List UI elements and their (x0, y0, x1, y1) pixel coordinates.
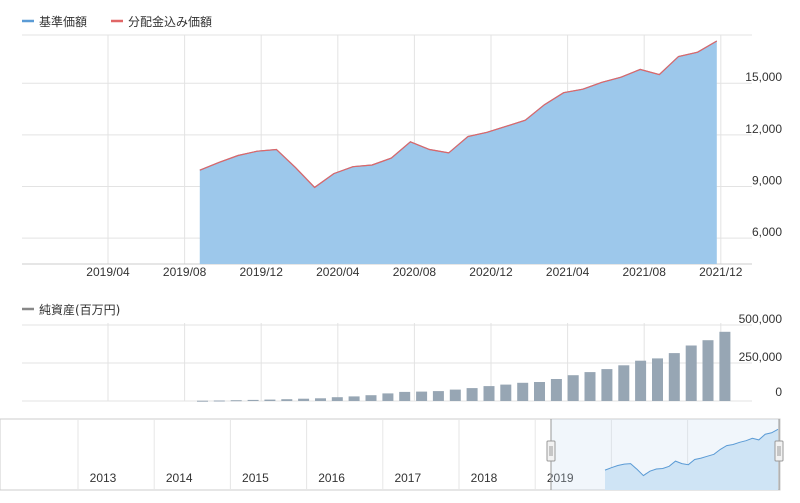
bar-20 (534, 382, 545, 401)
legend-dist-label[interactable]: 分配金込み価額 (128, 14, 212, 29)
bar-5 (281, 399, 293, 401)
navigator-area (605, 429, 778, 490)
navigator-handle-right[interactable] (774, 440, 784, 462)
bar-12 (399, 391, 411, 401)
bar-19 (517, 382, 529, 401)
bar-y-axis: 0 250,000 500,000 (739, 312, 783, 399)
bar-3 (247, 399, 259, 401)
navigator-x-tick-4: 2017 (394, 471, 421, 485)
bar-16 (466, 388, 478, 401)
bar-6 (298, 398, 310, 401)
bar-27 (652, 358, 663, 401)
navigator-x-tick-5: 2018 (471, 471, 498, 485)
bar-7 (315, 398, 326, 401)
bar-15 (449, 389, 461, 401)
main-x-tick-0: 2019/04 (86, 265, 130, 279)
bar-11 (382, 393, 394, 401)
navigator-line (604, 428, 779, 477)
bar-y-tick-1: 250,000 (739, 350, 783, 364)
bar-21 (550, 379, 562, 401)
main-y-tick-1: 9,000 (752, 174, 782, 188)
bar-4 (264, 399, 276, 401)
main-y-tick-2: 12,000 (745, 122, 782, 136)
main-x-tick-3: 2020/04 (316, 265, 360, 279)
bar-17 (483, 386, 495, 401)
bar-28 (668, 353, 680, 401)
navigator-handle-left[interactable] (546, 440, 556, 462)
main-x-tick-2: 2019/12 (240, 265, 284, 279)
bar-26 (635, 360, 647, 401)
bar-30 (702, 340, 714, 401)
legend-top: 基準価額 分配金込み価額 (22, 14, 212, 29)
bar-22 (567, 375, 579, 401)
bar-25 (618, 365, 630, 401)
navigator-x-tick-0: 2013 (90, 471, 117, 485)
bar-0 (197, 400, 208, 402)
bar-1 (213, 400, 225, 402)
bar-18 (500, 384, 512, 401)
bar-10 (365, 395, 377, 401)
bar-24 (601, 369, 613, 401)
main-y-axis: 6,000 9,000 12,000 15,000 (745, 70, 782, 239)
legend-bottom: 純資産(百万円) (22, 302, 120, 317)
legend-nav-label[interactable]: 基準価額 (39, 14, 87, 29)
main-plot (199, 40, 718, 264)
bar-14 (432, 391, 444, 401)
main-x-axis: 2019/04 2019/08 2019/12 2020/04 2020/08 2020/… (86, 265, 743, 279)
main-x-tick-4: 2020/08 (393, 265, 437, 279)
main-x-tick-1: 2019/08 (163, 265, 207, 279)
main-x-tick-5: 2020/12 (469, 265, 513, 279)
bar-plot (197, 331, 731, 402)
main-x-tick-6: 2021/04 (546, 265, 590, 279)
nav-area (199, 41, 717, 264)
navigator-x-tick-2: 2015 (242, 471, 269, 485)
legend-assets-label[interactable]: 純資産(百万円) (39, 302, 120, 317)
bar-31 (719, 331, 731, 401)
main-x-tick-7: 2021/08 (623, 265, 667, 279)
bar-8 (331, 397, 343, 401)
bar-y-tick-2: 500,000 (739, 312, 783, 326)
navigator-x-tick-6: 2019 (547, 471, 574, 485)
bar-9 (348, 396, 360, 401)
bar-23 (584, 372, 596, 401)
navigator-x-tick-3: 2016 (318, 471, 345, 485)
bar-2 (230, 400, 242, 402)
main-y-tick-0: 6,000 (752, 225, 782, 239)
main-y-tick-3: 15,000 (745, 70, 782, 84)
bar-y-tick-0: 0 (775, 385, 782, 399)
bar-29 (685, 345, 697, 401)
main-x-tick-8: 2021/12 (699, 265, 743, 279)
navigator[interactable]: 201320142015201620172018201920202021 (0, 418, 784, 491)
bar-13 (416, 391, 428, 401)
series-dist-line (199, 40, 718, 189)
navigator-x-tick-1: 2014 (166, 471, 193, 485)
